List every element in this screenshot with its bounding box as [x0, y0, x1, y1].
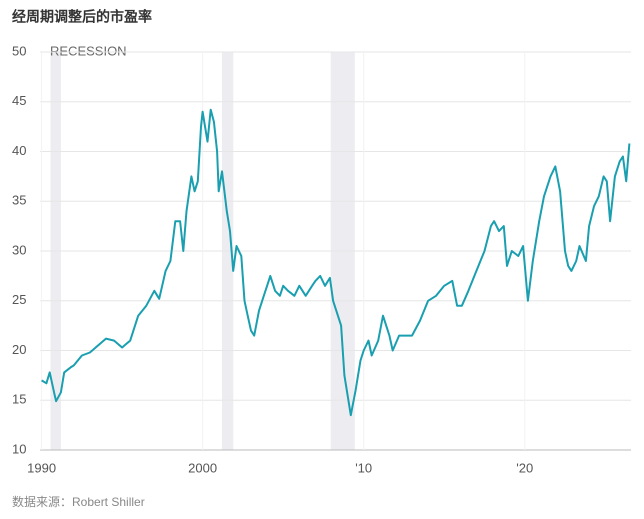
recession-label: RECESSION — [50, 43, 127, 58]
y-tick-label: 15 — [12, 392, 26, 407]
line — [41, 108, 631, 417]
x-tick-label: '20 — [516, 460, 533, 475]
y-tick-label: 50 — [12, 43, 26, 58]
y-tick-label: 30 — [12, 242, 26, 257]
x-tick-label: 1990 — [27, 460, 56, 475]
y-tick-label: 35 — [12, 193, 26, 208]
y-tick-label: 20 — [12, 342, 26, 357]
y-tick-label: 45 — [12, 93, 26, 108]
x-tick-label: '10 — [355, 460, 372, 475]
x-tick-label: 2000 — [188, 460, 217, 475]
source: 数据来源：Robert Shiller — [12, 494, 145, 509]
y-tick-label: 40 — [12, 143, 26, 158]
y-tick-label: 25 — [12, 292, 26, 307]
chart-title: 经周期调整后的市盈率 — [12, 9, 152, 25]
y-tick-label: 10 — [12, 441, 26, 456]
